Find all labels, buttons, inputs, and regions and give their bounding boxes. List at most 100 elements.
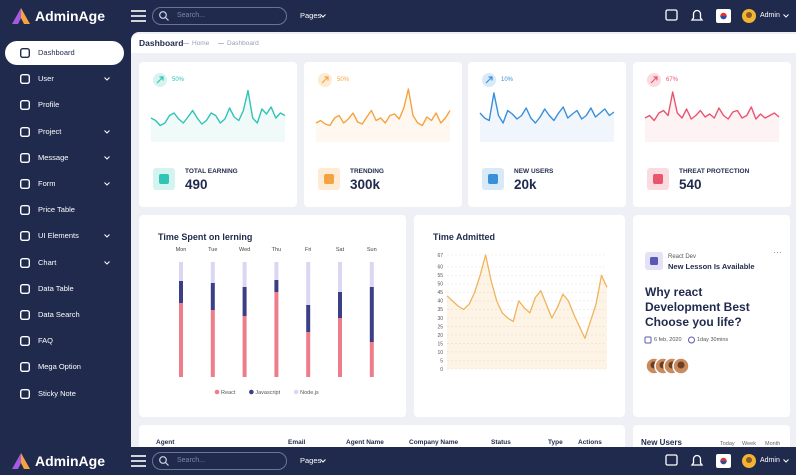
stat-icon [153,168,175,190]
menu-label: Form [38,179,56,188]
menu-icon-shape [19,47,31,59]
menu-item[interactable]: FAQ [5,329,124,353]
stacked-bar-chart: Mon Tue Wed Thu Fri Sat Sun React Javascript Node… [176,247,377,396]
bell-icon [690,454,704,466]
y-tick-label: 55 [437,273,443,279]
menu-icon-shape [19,231,31,242]
search-icon-circle [159,11,167,19]
pages-menu[interactable]: Pages [300,11,322,20]
chart-card: Time Admitted 0 5 10 15 20 25 30 35 40 45 50 55 60 67 [414,215,625,417]
y-tick-label: 35 [437,307,443,313]
menu-icon [19,100,31,111]
sparkline-line [479,92,615,124]
avatar-face [746,457,752,463]
lesson-icon-glyph [650,257,658,265]
chevron [104,77,110,81]
chevron [104,129,110,134]
chevron-path [320,14,326,18]
chevron-path [783,14,789,18]
menu-item[interactable]: Project [5,120,124,144]
legend-dot [214,389,220,395]
avatar-face [677,361,685,369]
chevron-path [104,155,110,160]
y-tick-label: 67 [437,253,443,259]
user-name[interactable]: Admin [760,457,780,464]
stat-card: 67% THREAT PROTECTION 540 [633,62,791,207]
lesson-text: Why react Development Best Choose you li… [645,285,750,329]
header-icons [665,9,756,23]
y-tick-label: 50 [437,282,443,288]
bar-segment [210,310,215,377]
stat-value: 540 [679,177,702,192]
x-tick-label: Mon [176,247,187,253]
menu-toggle [131,455,146,467]
stat-value: 20k [514,177,537,192]
search-placeholder: Search... [177,457,206,464]
breadcrumb-link[interactable]: Dashboard [227,40,259,47]
logo-shape [12,8,21,24]
breadcrumb-link[interactable]: Home [192,40,210,47]
bell-icon [690,9,704,21]
stat-title: TRENDING [350,168,384,175]
menu-icon [19,74,31,85]
menu-icon-shape [19,74,31,85]
y-tick-label: 10 [437,350,443,356]
y-tick-label: 60 [437,265,443,271]
trend-icon [482,73,496,87]
menu-icon-shape [19,309,31,321]
search-box[interactable]: Search... [152,7,287,25]
menu-label: Data Search [38,310,80,319]
bar-segment [242,287,247,316]
sparkline [315,88,451,142]
filter-tab[interactable]: Month [765,441,781,447]
x-tick-label: Thu [272,247,281,253]
chevron [104,234,110,239]
menu-item[interactable]: Message [5,146,124,170]
stat-icon-glyph [653,174,663,184]
line-area [447,255,607,369]
menu-item[interactable]: Data Table [5,277,124,301]
clock-icon [688,336,695,344]
menu-item[interactable]: Mega Option [5,355,124,379]
y-tick-label: 30 [437,316,443,322]
y-tick-label: 25 [437,324,443,330]
filter-tab[interactable]: Today [720,441,735,447]
stat-icon [647,168,669,190]
message-icon [665,454,678,466]
menu-icon-shape [19,126,31,137]
header-icons [665,454,756,468]
stat-value: 490 [185,177,208,192]
menu-item[interactable]: Data Search [5,303,124,327]
menu-item[interactable]: Chart [5,251,124,275]
sparkline-line [150,89,286,127]
menu-item[interactable]: Sticky Note [5,382,124,406]
flag-mark [720,461,727,465]
search-box[interactable]: Search... [152,452,287,470]
menu-item[interactable]: Price Table [5,198,124,222]
pages-menu[interactable]: Pages [300,456,322,465]
bar-segment [369,342,374,377]
bar-segment [210,262,215,283]
filter-tab[interactable]: Week [742,441,756,447]
stat-title: TOTAL EARNING [185,168,238,175]
trend-icon [647,73,661,87]
chevron-path [104,129,110,134]
stat-title: NEW USERS [514,168,554,175]
trend-value: 67% [666,77,679,83]
sparkline-line [315,88,451,127]
more-menu[interactable]: ··· [773,247,782,257]
menu-icon [19,152,31,163]
chart-title: Time Spent on lerning [158,232,253,242]
stat-card: 50% TOTAL EARNING 490 [139,62,297,207]
menu-item[interactable]: Profile [5,93,124,117]
menu-icon [19,231,31,242]
lesson-date: 6 feb, 2020 [654,337,682,343]
menu-item[interactable]: User [5,67,124,91]
user-name[interactable]: Admin [760,12,780,19]
menu-item[interactable]: UI Elements [5,224,124,248]
menu-item[interactable]: Form [5,172,124,196]
search-icon-circle [159,456,167,464]
bar-segment [369,287,374,342]
logo-shape [12,453,21,469]
menu-item[interactable]: Dashboard [5,41,124,65]
